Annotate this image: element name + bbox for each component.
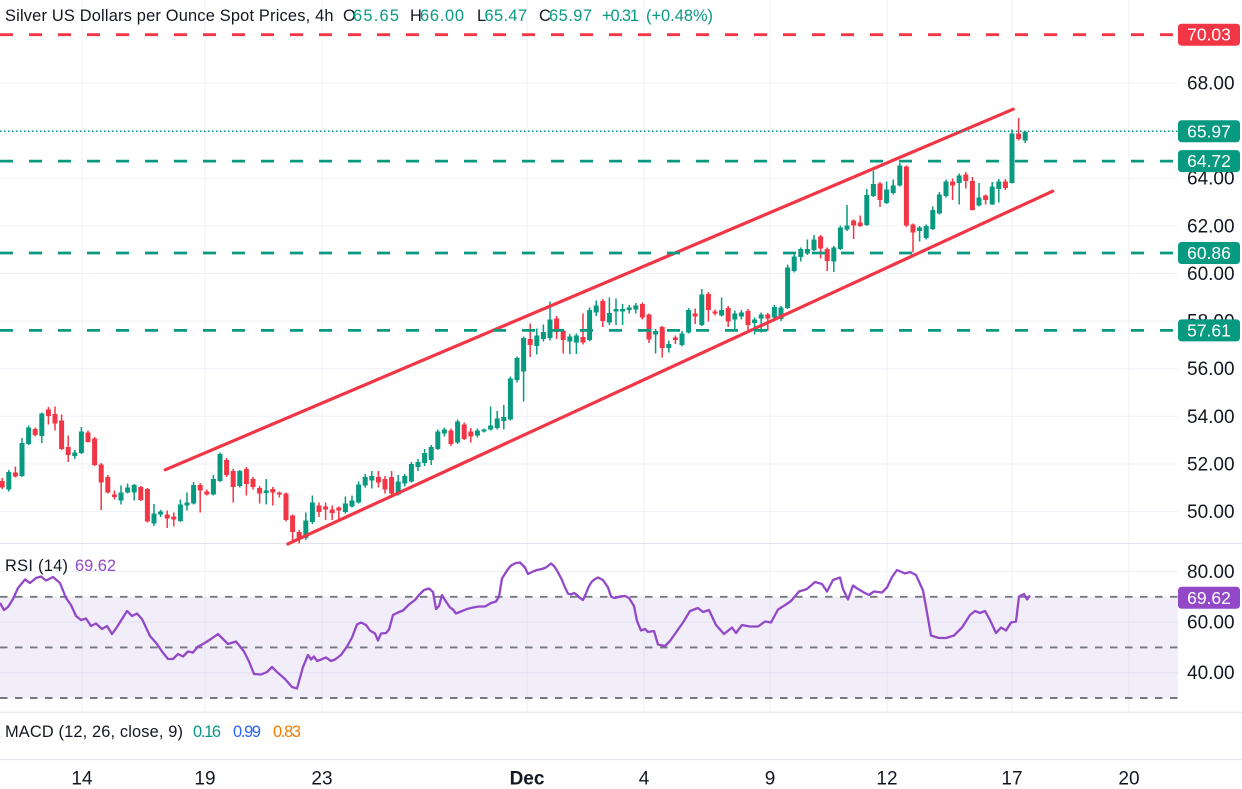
svg-text:40.00: 40.00 (1187, 663, 1235, 684)
svg-text:64.00: 64.00 (1187, 169, 1235, 190)
svg-text:66.00: 66.00 (420, 7, 464, 25)
svg-text:54.00: 54.00 (1187, 407, 1235, 428)
svg-text:80.00: 80.00 (1187, 562, 1235, 583)
svg-text:23: 23 (311, 769, 332, 789)
svg-text:69.62: 69.62 (75, 557, 116, 575)
svg-text:20: 20 (1118, 769, 1139, 789)
svg-text:H: H (410, 7, 422, 25)
svg-text:56.00: 56.00 (1187, 359, 1235, 380)
svg-text:65.97: 65.97 (1187, 121, 1231, 141)
svg-text:70.03: 70.03 (1187, 25, 1231, 45)
svg-text:0.83: 0.83 (273, 723, 301, 741)
svg-text:65.47: 65.47 (485, 7, 528, 25)
svg-text:L: L (477, 7, 486, 25)
svg-text:52.00: 52.00 (1187, 455, 1235, 476)
svg-text:RSI (14): RSI (14) (5, 557, 68, 575)
svg-text:C: C (539, 7, 551, 25)
svg-text:50.00: 50.00 (1187, 502, 1235, 523)
svg-text:60.86: 60.86 (1187, 243, 1231, 263)
svg-text:17: 17 (1001, 769, 1022, 789)
svg-text:65.65: 65.65 (353, 7, 399, 25)
svg-text:64.72: 64.72 (1187, 151, 1231, 171)
svg-text:69.62: 69.62 (1187, 588, 1231, 608)
svg-text:19: 19 (194, 769, 215, 789)
svg-text:+0.31: +0.31 (602, 7, 639, 25)
svg-text:60.00: 60.00 (1187, 613, 1235, 634)
svg-text:O: O (343, 7, 356, 25)
svg-text:9: 9 (765, 769, 776, 789)
svg-text:MACD (12, 26, close, 9): MACD (12, 26, close, 9) (5, 723, 183, 741)
svg-text:(+0.48%): (+0.48%) (646, 7, 713, 25)
svg-text:Silver US Dollars per Ounce Sp: Silver US Dollars per Ounce Spot Prices,… (5, 7, 334, 25)
svg-text:4: 4 (639, 769, 650, 789)
svg-text:68.00: 68.00 (1187, 74, 1235, 95)
svg-text:60.00: 60.00 (1187, 264, 1235, 285)
svg-text:62.00: 62.00 (1187, 216, 1235, 237)
svg-text:65.97: 65.97 (549, 7, 592, 25)
svg-text:0.99: 0.99 (233, 723, 261, 741)
svg-text:14: 14 (71, 769, 93, 789)
svg-text:12: 12 (876, 769, 897, 789)
svg-text:0.16: 0.16 (193, 723, 221, 741)
svg-text:57.61: 57.61 (1187, 320, 1231, 340)
svg-text:Dec: Dec (510, 769, 545, 789)
